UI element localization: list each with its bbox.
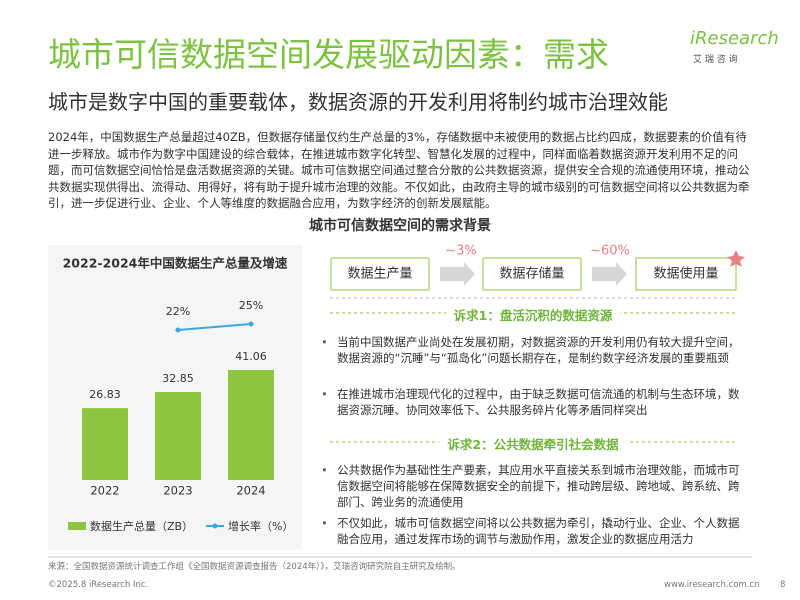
data-label: 25% (239, 299, 263, 312)
data-label: 22% (166, 305, 190, 318)
legend-label: 增长率（%） (228, 519, 293, 533)
flow-node: 数据使用量 (653, 266, 718, 282)
demand-title: 诉求2：公共数据牵引社会数据 (330, 434, 736, 453)
flow-rate: ~3% (445, 244, 477, 259)
legend-swatch (68, 522, 86, 530)
flow-box (482, 257, 582, 291)
line-point (175, 327, 181, 333)
section-title: 城市可信数据空间的需求背景 (309, 217, 491, 234)
intro: 2024年，中国数据生产总量超过40ZB，但数据存储量仅约生产总量的3%，存储数… (48, 130, 750, 210)
subtitle: 城市是数字中国的重要载体，数据资源的开发利用将制约城市治理效能 (48, 90, 668, 114)
bullet: 在推进城市治理现代化的过程中，由于缺乏数据可信流通的机制与生态环境，数据资源沉睡… (321, 386, 747, 418)
flow-arrow (592, 262, 627, 286)
chart-title: 2022-2024年中国数据生产总量及增速 (63, 256, 288, 271)
bar (82, 408, 128, 480)
data-label: 32.85 (162, 372, 194, 385)
flow-box (635, 257, 737, 291)
data-label: 41.06 (235, 350, 267, 363)
x-tick-label: 2022 (90, 484, 119, 498)
x-tick-label: 2023 (163, 484, 192, 498)
flow-arrow (440, 262, 475, 286)
legend-swatch (212, 523, 218, 529)
flow-rate: ~60% (590, 244, 630, 259)
url: www.iresearch.com.cn (664, 580, 760, 590)
bullet: 不仅如此，城市可信数据空间将以公共数据为牵引，撬动行业、企业、个人数据融合应用，… (321, 515, 747, 547)
logo: iResearch (690, 28, 779, 49)
data-label: 26.83 (89, 388, 121, 401)
bar (155, 391, 201, 480)
line (177, 323, 252, 331)
line-point (248, 321, 254, 327)
source: 来源：全国数据资源统计调查工作组《全国数据资源调查报告（2024年）》，艾瑞咨询… (48, 562, 461, 572)
page-number: 8 (780, 580, 786, 590)
bullet: 公共数据作为基础性生产要素，其应用水平直接关系到城市治理效能，而城市可信数据空间… (321, 462, 747, 510)
copyright: ©2025.8 iResearch Inc. (48, 580, 149, 590)
title: 城市可信数据空间发展驱动因素：需求 (48, 35, 609, 74)
star (727, 250, 745, 267)
flow-node: 数据生产量 (347, 267, 412, 282)
flow-box (330, 257, 430, 291)
demand-title: 诉求1：盘活沉积的数据资源 (330, 305, 736, 324)
bullet: 当前中国数据产业尚处在发展初期，对数据资源的开发利用仍有较大提升空间，数据资源的… (321, 334, 747, 366)
flow-node: 数据存储量 (499, 267, 564, 282)
legend-label: 数据生产总量（ZB） (90, 519, 193, 533)
logo-sub: 艾 瑞 咨 询 (693, 55, 738, 65)
bar (228, 370, 274, 480)
x-tick-label: 2024 (236, 484, 265, 498)
chart: 2022 2023 2024 26.83 32.85 41.06 22% 25% 数据生产总量（… (68, 299, 293, 533)
